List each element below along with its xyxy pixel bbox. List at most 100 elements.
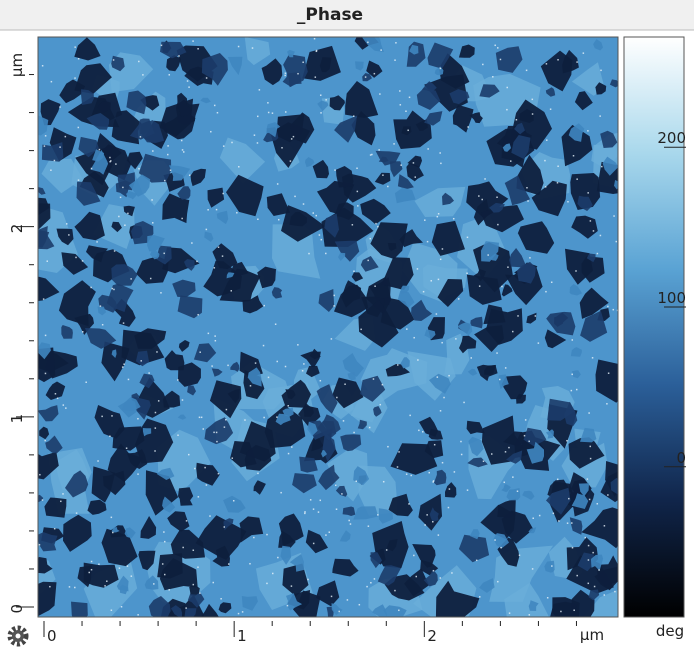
speckle <box>398 451 400 453</box>
speckle <box>227 365 229 367</box>
speckle <box>74 77 76 79</box>
speckle <box>187 80 189 82</box>
speckle <box>123 363 125 365</box>
speckle <box>546 63 548 65</box>
speckle <box>63 404 65 406</box>
speckle <box>69 586 71 588</box>
speckle <box>505 367 507 369</box>
speckle <box>111 415 113 417</box>
speckle <box>127 565 129 567</box>
speckle <box>284 75 286 77</box>
speckle <box>383 481 385 483</box>
speckle <box>78 179 80 181</box>
speckle <box>378 149 380 151</box>
speckle <box>303 203 305 205</box>
speckle <box>483 461 485 463</box>
speckle <box>114 250 116 252</box>
speckle <box>557 479 559 481</box>
speckle <box>137 473 139 475</box>
speckle <box>39 474 41 476</box>
settings-icon[interactable] <box>10 628 26 644</box>
speckle <box>382 174 384 176</box>
speckle <box>429 472 431 474</box>
speckle <box>74 587 76 589</box>
speckle <box>253 537 255 539</box>
speckle <box>231 142 233 144</box>
speckle <box>347 599 349 601</box>
speckle <box>604 525 606 527</box>
speckle <box>507 266 509 268</box>
speckle <box>397 466 399 468</box>
speckle <box>368 525 370 527</box>
speckle <box>336 397 338 399</box>
speckle <box>137 418 139 420</box>
speckle <box>285 366 287 368</box>
speckle <box>440 410 442 412</box>
speckle <box>598 569 600 571</box>
speckle <box>220 598 222 600</box>
speckle <box>487 254 489 256</box>
speckle <box>112 532 114 534</box>
speckle <box>427 148 429 150</box>
speckle <box>310 499 312 501</box>
speckle <box>329 531 331 533</box>
speckle <box>291 446 293 448</box>
speckle <box>387 186 389 188</box>
speckle <box>426 514 428 516</box>
speckle <box>151 199 153 201</box>
speckle <box>44 440 46 442</box>
speckle <box>193 550 195 552</box>
speckle <box>382 384 384 386</box>
speckle <box>573 155 575 157</box>
speckle <box>331 596 333 598</box>
speckle <box>481 199 483 201</box>
speckle <box>197 566 199 568</box>
speckle <box>494 45 496 47</box>
speckle <box>512 476 514 478</box>
speckle <box>223 145 225 147</box>
speckle <box>206 484 208 486</box>
speckle <box>360 329 362 331</box>
grain <box>185 608 197 620</box>
speckle <box>156 351 158 353</box>
speckle <box>589 499 591 501</box>
speckle <box>82 331 84 333</box>
speckle <box>112 288 114 290</box>
speckle <box>567 201 569 203</box>
speckle <box>367 42 369 44</box>
speckle <box>614 591 616 593</box>
speckle <box>297 344 299 346</box>
colorbar-tick-label: 100 <box>657 289 686 307</box>
speckle <box>182 547 184 549</box>
speckle <box>333 305 335 307</box>
speckle <box>196 261 198 263</box>
speckle <box>375 223 377 225</box>
speckle <box>587 478 589 480</box>
speckle <box>60 501 62 503</box>
speckle <box>341 493 343 495</box>
speckle <box>616 241 618 243</box>
speckle <box>65 407 67 409</box>
speckle <box>142 74 144 76</box>
speckle <box>386 549 388 551</box>
speckle <box>370 582 372 584</box>
speckle <box>54 160 56 162</box>
speckle <box>546 139 548 141</box>
speckle <box>130 278 132 280</box>
speckle <box>406 328 408 330</box>
speckle <box>215 340 217 342</box>
speckle <box>343 420 345 422</box>
speckle <box>75 257 77 259</box>
speckle <box>39 544 41 546</box>
speckle <box>249 563 251 565</box>
speckle <box>508 447 510 449</box>
speckle <box>167 154 169 156</box>
speckle <box>218 473 220 475</box>
speckle <box>113 59 115 61</box>
speckle <box>497 47 499 49</box>
speckle <box>304 511 306 512</box>
speckle <box>121 606 123 608</box>
speckle <box>278 219 280 221</box>
speckle <box>516 119 518 121</box>
speckle <box>526 187 528 189</box>
